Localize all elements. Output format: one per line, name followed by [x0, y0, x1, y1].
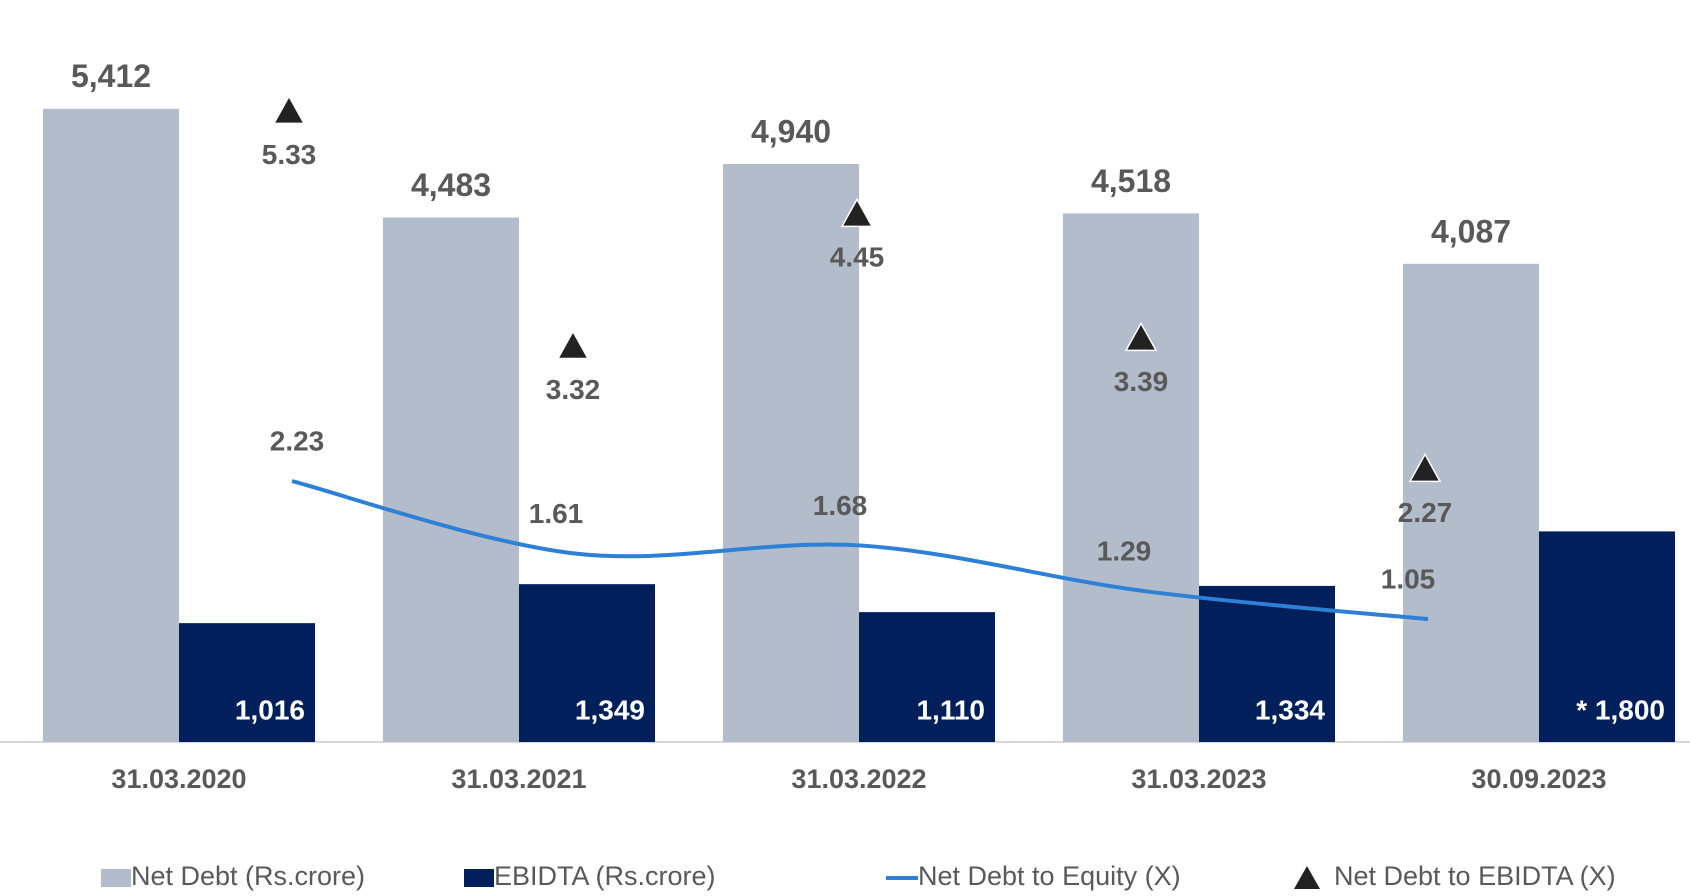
data-label: 4,940: [751, 113, 831, 149]
legend-label: Net Debt to EBIDTA (X): [1334, 861, 1616, 891]
marker: [840, 197, 874, 228]
bar: [43, 108, 179, 742]
bar: [859, 612, 995, 742]
x-tick-label: 31.03.2022: [791, 764, 926, 794]
data-label: 4.45: [830, 242, 885, 273]
data-label: 1,334: [1255, 694, 1325, 725]
legend-label: EBIDTA (Rs.crore): [494, 861, 716, 891]
marker: [272, 94, 306, 125]
data-label: 4,087: [1431, 213, 1511, 249]
line: [291, 479, 1429, 622]
x-tick-label: 31.03.2023: [1131, 764, 1266, 794]
data-label: 2.23: [270, 425, 325, 456]
bar: [1199, 585, 1335, 742]
data-label: 4,518: [1091, 163, 1171, 199]
legend-label: Net Debt to Equity (X): [918, 861, 1181, 891]
bar: [1063, 213, 1199, 743]
data-label: 1,110: [916, 694, 985, 725]
data-label: 3.32: [546, 374, 601, 405]
legend-label: Net Debt (Rs.crore): [131, 861, 365, 891]
legend-swatch: [101, 869, 131, 887]
data-label: 1.61: [529, 498, 584, 529]
x-tick-label: 31.03.2020: [111, 764, 246, 794]
data-label: 1,349: [575, 694, 645, 725]
marker: [556, 330, 590, 360]
marker: [1408, 452, 1442, 483]
data-label: 5.33: [262, 139, 317, 170]
data-label: * 1,800: [1576, 694, 1665, 725]
legend-swatch: [1294, 866, 1320, 889]
bar: [723, 164, 859, 742]
bar: [1539, 531, 1675, 742]
data-label: 4,483: [411, 167, 491, 203]
data-label: 1.05: [1381, 564, 1436, 595]
data-label: 2.27: [1398, 497, 1453, 528]
legend-swatch: [464, 869, 494, 887]
data-label: 1.29: [1097, 535, 1152, 566]
data-label: 3.39: [1114, 366, 1169, 397]
bar: [519, 584, 655, 742]
data-label: 1.68: [813, 490, 868, 521]
marker: [1124, 321, 1158, 352]
data-label: 1,016: [235, 694, 305, 725]
bar: [1403, 263, 1539, 742]
bar: [383, 217, 519, 742]
x-tick-label: 30.09.2023: [1471, 764, 1606, 794]
data-label: 5,412: [71, 58, 151, 94]
bar: [179, 623, 315, 742]
x-tick-label: 31.03.2021: [451, 764, 586, 794]
